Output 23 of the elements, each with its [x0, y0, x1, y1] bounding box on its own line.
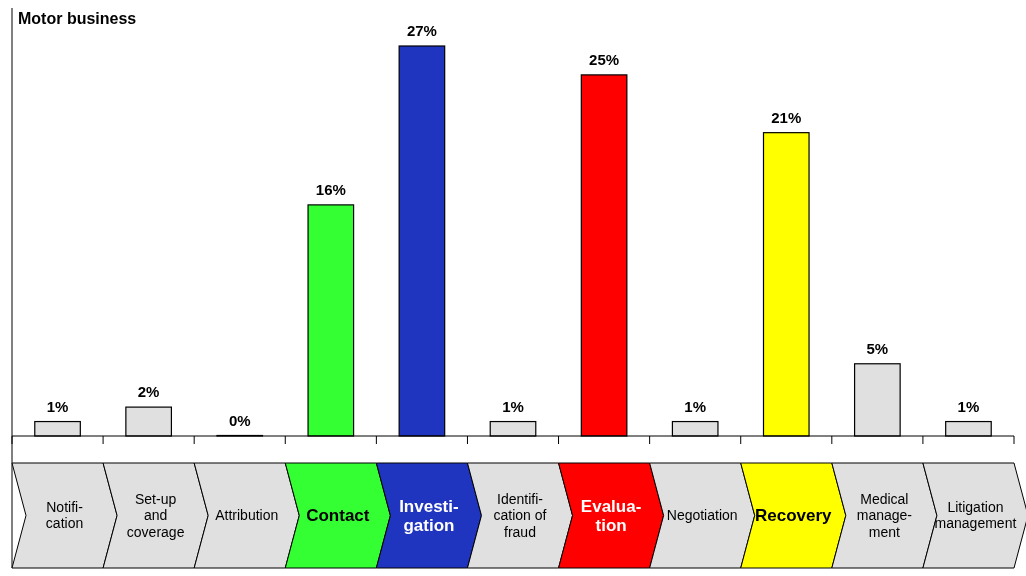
data-label: 16% — [315, 180, 346, 198]
data-label: 27% — [406, 22, 437, 39]
data-label: 1% — [502, 397, 524, 415]
x-tick-label: Investi- gation — [399, 496, 459, 536]
x-tick-label: Evalua- tion — [580, 496, 642, 536]
x-tick-label: Negotiation — [666, 507, 738, 524]
x-tick-label: Identifi- cation of fraud — [493, 491, 547, 540]
data-label: 2% — [137, 383, 160, 401]
data-label: 1% — [46, 397, 69, 415]
chart-title: Motor business — [18, 10, 137, 27]
data-label: 5% — [866, 339, 889, 357]
data-label: 21% — [771, 108, 802, 126]
data-label: 0% — [228, 412, 251, 429]
x-tick-label: Medical manage- ment — [856, 491, 913, 540]
x-tick-label: Notifi- cation — [45, 499, 84, 532]
x-tick-label: Attribution — [215, 507, 279, 524]
data-label: 1% — [684, 397, 707, 415]
x-tick-label: Set-up and coverage — [126, 491, 185, 540]
data-label: 25% — [589, 50, 620, 68]
data-label: 1% — [957, 397, 980, 415]
x-tick-label: Recovery — [754, 506, 833, 526]
x-tick-label: Litigation management — [934, 499, 1017, 532]
x-tick-label: Contact — [306, 506, 370, 526]
